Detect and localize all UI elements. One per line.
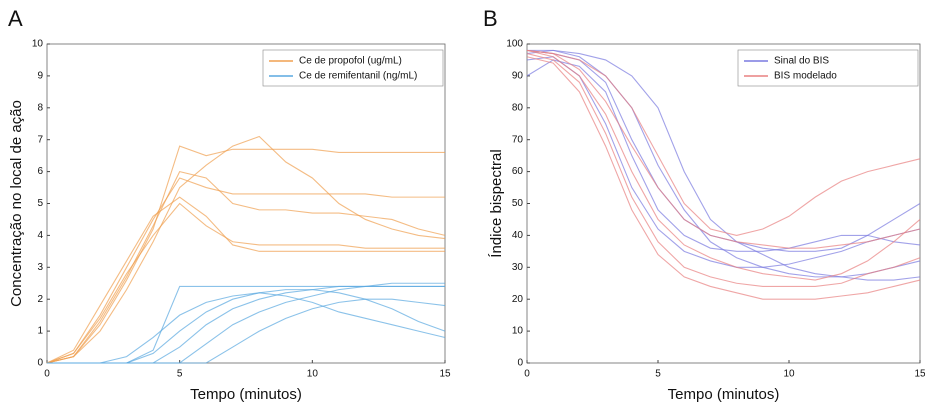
series-line xyxy=(47,298,446,364)
panel-label: B xyxy=(483,6,498,31)
x-tick-label: 0 xyxy=(524,369,530,380)
y-tick-label: 40 xyxy=(512,230,524,241)
legend-label: Sinal do BIS xyxy=(774,56,829,67)
series-line xyxy=(526,49,921,249)
y-tick-label: 0 xyxy=(517,358,523,369)
series-line xyxy=(47,285,445,364)
y-tick-label: 5 xyxy=(37,198,43,209)
plot-frame xyxy=(526,43,921,364)
y-tick-label: 60 xyxy=(512,166,524,177)
series-line xyxy=(526,59,921,252)
legend-box xyxy=(737,49,919,87)
y-tick-label: 8 xyxy=(37,102,43,113)
x-tick-label: 10 xyxy=(307,369,319,380)
series-line xyxy=(526,49,921,281)
x-axis-label: Tempo (minutos) xyxy=(668,386,780,403)
x-tick-label: 15 xyxy=(439,369,451,380)
y-tick-label: 4 xyxy=(37,230,43,241)
y-tick-label: 100 xyxy=(506,39,523,50)
series-line xyxy=(46,196,445,364)
series-line xyxy=(46,145,445,364)
y-tick-label: 3 xyxy=(37,262,43,273)
y-tick-label: 1 xyxy=(37,326,43,337)
legend-box xyxy=(262,49,444,87)
y-tick-label: 50 xyxy=(512,198,524,209)
y-axis-label: Concentração no local de ação xyxy=(8,100,25,307)
y-tick-label: 80 xyxy=(512,102,524,113)
y-tick-label: 0 xyxy=(37,358,43,369)
y-tick-label: 10 xyxy=(512,326,524,337)
y-tick-label: 7 xyxy=(37,134,43,145)
y-tick-label: 30 xyxy=(512,262,524,273)
x-tick-label: 15 xyxy=(914,369,925,380)
series-line xyxy=(526,49,921,236)
x-axis-label: Tempo (minutos) xyxy=(190,386,302,403)
panel-label: A xyxy=(8,6,23,31)
legend-label: Ce de remifentanil (ng/mL) xyxy=(299,71,417,82)
x-tick-label: 10 xyxy=(783,369,795,380)
legend-label: Ce de propofol (ug/mL) xyxy=(299,56,402,67)
series-line xyxy=(47,285,445,364)
y-axis-label: Índice bispectral xyxy=(488,149,505,257)
series-line xyxy=(47,289,446,364)
plot-frame xyxy=(46,43,446,364)
y-tick-label: 70 xyxy=(512,134,524,145)
y-tick-label: 2 xyxy=(37,294,43,305)
x-tick-label: 5 xyxy=(177,369,183,380)
series-line xyxy=(47,292,446,364)
series-line xyxy=(526,53,921,287)
y-tick-label: 90 xyxy=(512,71,524,82)
y-tick-label: 20 xyxy=(512,294,524,305)
legend-label: BIS modelado xyxy=(774,71,837,82)
y-tick-label: 9 xyxy=(37,71,43,82)
x-tick-label: 5 xyxy=(655,369,661,380)
y-tick-label: 6 xyxy=(37,166,43,177)
y-tick-label: 10 xyxy=(32,39,44,50)
series-line xyxy=(526,56,921,268)
series-line xyxy=(526,56,921,300)
series-line xyxy=(46,202,445,364)
series-line xyxy=(46,177,445,364)
x-tick-label: 0 xyxy=(44,369,50,380)
series-line xyxy=(46,170,446,364)
series-line xyxy=(46,135,446,364)
